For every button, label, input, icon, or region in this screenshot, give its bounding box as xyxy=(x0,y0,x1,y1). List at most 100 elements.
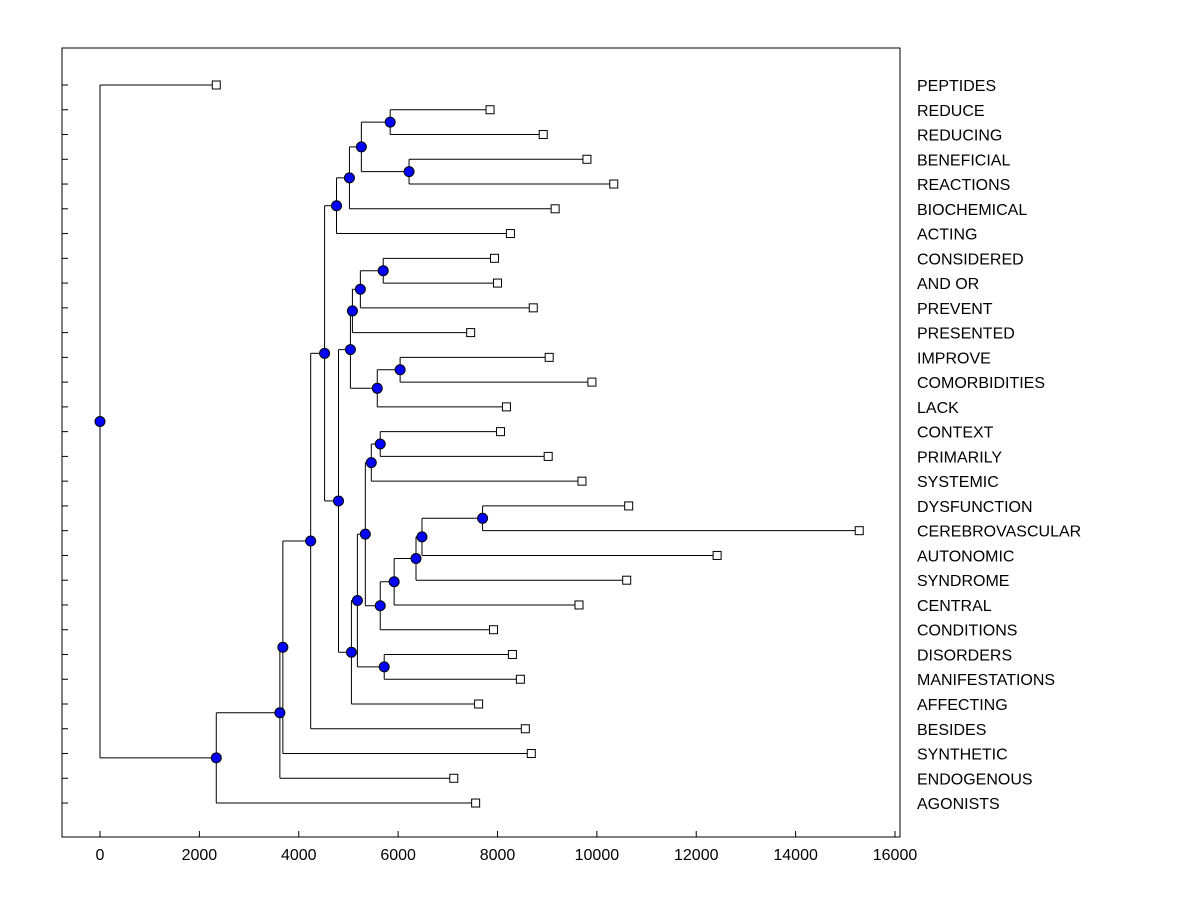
leaf-label: CONSIDERED xyxy=(917,251,1024,268)
leaf-label: LACK xyxy=(917,400,959,417)
leaf-label: REDUCE xyxy=(917,103,985,120)
merge-node xyxy=(351,595,363,607)
merge-node xyxy=(374,438,386,450)
merge-node xyxy=(210,752,222,764)
leaf-marker xyxy=(526,749,536,759)
x-tick-label: 10000 xyxy=(575,847,620,864)
dendrogram-nodes xyxy=(94,116,489,764)
leaf-marker xyxy=(485,105,495,115)
leaf-label: BENEFICIAL xyxy=(917,152,1010,169)
leaf-label: SYNDROME xyxy=(917,573,1009,590)
x-axis-tick-labels: 0 2000 4000 6000 8000 10000 12000 14000 16000 xyxy=(96,847,918,864)
leaf-label: REDUCING xyxy=(917,128,1002,145)
x-tick-label: 2000 xyxy=(182,847,218,864)
leaf-label: REACTIONS xyxy=(917,177,1010,194)
merge-node xyxy=(344,344,356,356)
merge-node xyxy=(477,512,489,524)
plot-frame xyxy=(61,47,901,838)
leaf-marker xyxy=(507,649,517,659)
merge-node xyxy=(365,457,377,469)
merge-node xyxy=(274,707,286,719)
leaf-label: CEREBROVASCULAR xyxy=(917,524,1081,541)
leaf-marker xyxy=(466,328,476,338)
dendrogram-links xyxy=(99,84,860,804)
leaf-marker xyxy=(449,773,459,783)
leaf-marker xyxy=(493,278,502,288)
leaf-marker xyxy=(712,550,722,560)
leaf-label: BESIDES xyxy=(917,722,986,739)
leaf-marker xyxy=(490,253,500,263)
leaf-label: SYNTHETIC xyxy=(917,747,1008,764)
merge-node xyxy=(331,200,343,212)
leaf-label: ENDOGENOUS xyxy=(917,771,1033,788)
leaf-marker xyxy=(854,526,864,536)
leaf-label: PREVENT xyxy=(917,301,993,318)
leaf-marker xyxy=(550,204,560,214)
leaf-marker xyxy=(543,451,553,461)
merge-node xyxy=(416,531,428,543)
leaf-marker xyxy=(544,352,554,362)
x-tick-label: 16000 xyxy=(873,847,918,864)
x-tick-label: 14000 xyxy=(773,847,818,864)
x-tick-label: 12000 xyxy=(674,847,719,864)
merge-node xyxy=(94,415,106,427)
leaf-label: MANIFESTATIONS xyxy=(917,672,1055,689)
leaf-marker xyxy=(587,377,597,387)
leaf-label: BIOCHEMICAL xyxy=(917,202,1027,219)
leaf-marker xyxy=(211,80,221,90)
merge-node xyxy=(346,305,358,317)
leaf-marker xyxy=(520,724,530,734)
leaf-label: DISORDERS xyxy=(917,647,1012,664)
merge-node xyxy=(355,141,367,153)
leaf-marker xyxy=(577,476,587,486)
leaf-label: CONDITIONS xyxy=(917,623,1017,640)
merge-node xyxy=(277,641,289,653)
merge-node xyxy=(305,535,317,547)
x-tick-label: 6000 xyxy=(380,847,416,864)
leaf-marker xyxy=(624,501,634,511)
leaf-marker xyxy=(574,600,584,610)
leaf-label: AUTONOMIC xyxy=(917,548,1014,565)
leaf-label: SYSTEMIC xyxy=(917,474,999,491)
x-tick-label: 4000 xyxy=(281,847,317,864)
leaf-marker xyxy=(538,130,548,140)
merge-node xyxy=(388,576,400,588)
merge-node xyxy=(354,283,366,295)
leaf-marker xyxy=(501,402,511,412)
leaf-marker xyxy=(489,625,499,635)
merge-node xyxy=(374,600,386,612)
leaf-label: CENTRAL xyxy=(917,598,992,615)
leaf-marker xyxy=(622,575,632,585)
leaf-label: PEPTIDES xyxy=(917,78,996,95)
merge-node xyxy=(359,528,371,540)
merge-node xyxy=(333,495,344,507)
leaf-label: PRIMARILY xyxy=(917,449,1002,466)
leaf-label: AGONISTS xyxy=(917,796,1000,813)
leaf-label: COMORBIDITIES xyxy=(917,375,1045,392)
merge-node xyxy=(410,553,422,565)
merge-node xyxy=(384,116,396,128)
merge-node xyxy=(319,347,331,359)
leaf-marker xyxy=(471,798,481,808)
leaf-label: AFFECTING xyxy=(917,697,1008,714)
merge-node xyxy=(377,265,389,277)
leaf-markers xyxy=(211,80,864,808)
merge-node xyxy=(394,364,406,376)
leaf-label: DYSFUNCTION xyxy=(917,499,1033,516)
merge-node xyxy=(343,172,355,184)
leaf-marker xyxy=(528,303,538,313)
merge-node xyxy=(345,646,357,658)
leaf-marker xyxy=(609,179,619,189)
leaf-marker xyxy=(474,699,484,709)
leaf-label: PRESENTED xyxy=(917,326,1015,343)
merge-node xyxy=(403,166,415,178)
x-axis-ticks xyxy=(99,831,896,837)
leaf-marker xyxy=(515,674,525,684)
leaf-label: CONTEXT xyxy=(917,425,994,442)
leaf-labels: PEPTIDES REDUCE REDUCING BENEFICIAL REACTION… xyxy=(917,78,1081,813)
x-tick-label: 8000 xyxy=(480,847,516,864)
leaf-label: ACTING xyxy=(917,227,977,244)
leaf-marker xyxy=(505,229,515,239)
leaf-marker xyxy=(582,154,592,164)
